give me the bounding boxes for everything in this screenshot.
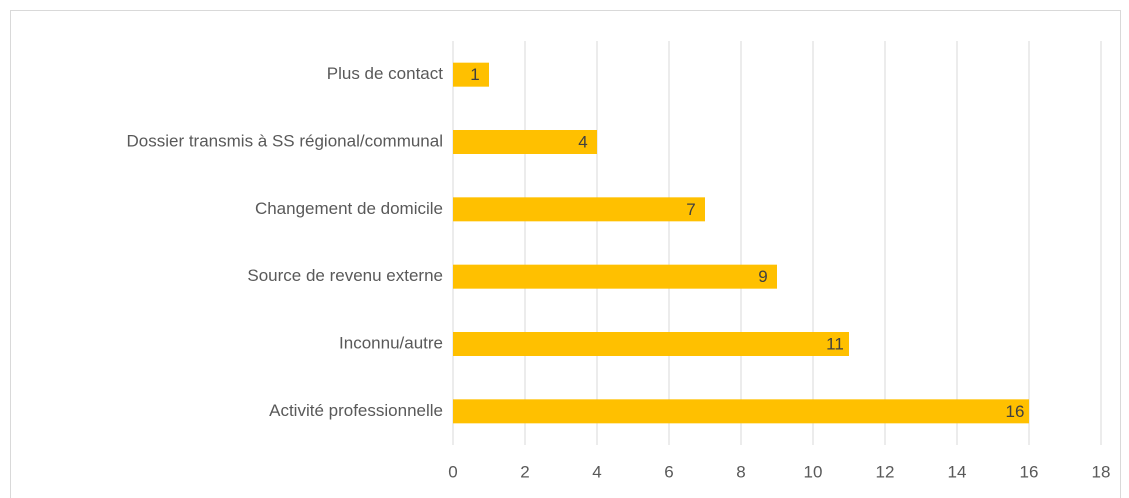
x-tick-label: 16 [1020,462,1039,481]
x-tick-label: 8 [736,462,745,481]
bar [453,62,489,87]
y-tick-label: Dossier transmis à SS régional/communal [126,131,443,150]
bar [453,130,597,154]
bar [453,399,1029,424]
data-label: 9 [758,267,767,286]
x-tick-label: 12 [876,462,895,481]
x-tick-label: 0 [448,462,457,481]
data-label: 16 [1006,402,1025,421]
x-tick-label: 18 [1092,462,1111,481]
x-tick-label: 14 [948,462,967,481]
x-tick-label: 4 [592,462,601,481]
y-tick-label: Plus de contact [327,64,444,83]
bar [453,332,849,356]
y-tick-label: Inconnu/autre [339,333,443,352]
y-tick-label: Source de revenu externe [247,266,443,285]
data-label: 1 [470,65,479,84]
chart-frame [10,10,1121,498]
x-tick-label: 10 [804,462,823,481]
x-tick-label: 2 [520,462,529,481]
y-tick-label: Activité professionnelle [269,401,443,420]
data-label: 11 [826,334,844,353]
bar [453,197,705,222]
data-label: 7 [686,200,695,219]
y-tick-label: Changement de domicile [255,199,443,218]
data-label: 4 [578,132,587,151]
x-tick-label: 6 [664,462,673,481]
bar [453,264,777,289]
